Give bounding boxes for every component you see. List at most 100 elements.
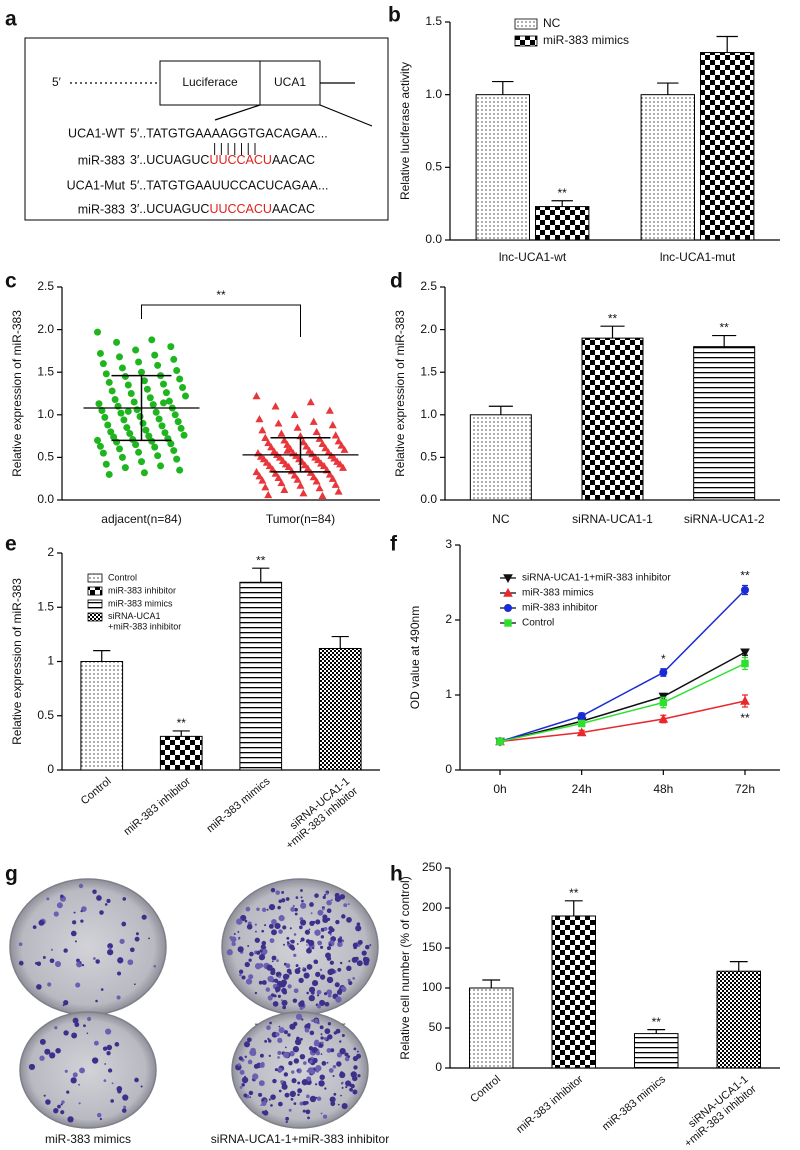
colony xyxy=(49,1052,56,1059)
marker xyxy=(299,489,308,497)
colony xyxy=(281,999,288,1006)
colony xyxy=(316,1004,322,1009)
sequence: 3′..UCUAGUCUUCCACUAACAC xyxy=(130,153,315,167)
marker xyxy=(160,380,167,388)
y-tick-label: 1.5 xyxy=(425,14,442,28)
colony xyxy=(293,988,299,994)
colony xyxy=(297,1093,300,1096)
colony xyxy=(320,1036,324,1040)
colony xyxy=(153,964,157,968)
error-bar xyxy=(729,961,748,972)
marker xyxy=(340,445,349,453)
marker xyxy=(167,343,175,351)
marker xyxy=(124,381,132,389)
marker xyxy=(157,462,165,470)
colony xyxy=(303,1061,307,1065)
colony xyxy=(285,897,290,901)
marker xyxy=(118,364,126,372)
colony xyxy=(281,898,286,903)
panel-label: f xyxy=(390,533,398,556)
colony xyxy=(275,990,279,993)
error-bar xyxy=(716,35,738,53)
marker xyxy=(114,402,122,410)
marker xyxy=(312,477,321,485)
y-tick-label: 0.5 xyxy=(37,450,54,464)
colony xyxy=(78,1083,81,1086)
colony xyxy=(349,1087,353,1092)
colony xyxy=(277,1067,283,1073)
colony xyxy=(336,1061,342,1067)
colony xyxy=(249,1096,252,1099)
marker xyxy=(328,421,337,429)
colony xyxy=(247,945,250,947)
colony xyxy=(352,1075,358,1082)
colony xyxy=(93,957,96,960)
colony xyxy=(316,1096,322,1101)
colony xyxy=(275,1032,280,1037)
colony xyxy=(123,1105,127,1109)
legend-label: Control xyxy=(108,572,137,582)
marker xyxy=(102,370,110,378)
colony xyxy=(261,929,265,933)
legend-label: siRNA-UCA1-1+miR-383 inhibitor xyxy=(522,573,671,584)
colony xyxy=(268,1054,271,1057)
colony xyxy=(238,1056,243,1061)
colony xyxy=(337,967,342,972)
colony xyxy=(116,1086,123,1092)
plate-image xyxy=(19,1011,157,1129)
colony xyxy=(311,980,319,987)
marker xyxy=(138,458,145,466)
error-bar xyxy=(600,325,625,339)
marker xyxy=(117,409,125,417)
marker xyxy=(319,461,328,470)
colony xyxy=(255,930,257,933)
colony xyxy=(121,1108,127,1113)
colony xyxy=(280,981,286,988)
marker xyxy=(290,471,299,479)
x-tick-label: siRNA-UCA1-1+miR-383 inhibitor xyxy=(674,1073,759,1150)
colony xyxy=(241,1083,245,1087)
colony xyxy=(261,980,267,985)
colony xyxy=(70,930,77,937)
marker xyxy=(151,351,159,359)
colony xyxy=(339,1047,346,1055)
y-tick-label: 0.0 xyxy=(425,232,442,246)
marker xyxy=(303,464,312,472)
colony xyxy=(39,1055,45,1061)
colony xyxy=(328,943,332,947)
marker xyxy=(174,418,182,426)
colony xyxy=(323,1036,327,1041)
colony xyxy=(356,960,363,967)
bar xyxy=(535,206,590,241)
marker xyxy=(261,433,270,442)
colony xyxy=(95,959,100,964)
marker xyxy=(167,440,175,448)
colony xyxy=(326,899,332,906)
y-tick-label: 0 xyxy=(445,762,452,776)
y-tick-label: 3 xyxy=(445,537,452,551)
colony xyxy=(339,1071,346,1079)
colony xyxy=(67,1116,74,1123)
zoom-line xyxy=(319,104,373,127)
colony xyxy=(302,1101,307,1106)
error-bar xyxy=(564,900,583,916)
colony xyxy=(114,1042,120,1047)
colony xyxy=(300,889,303,892)
marker xyxy=(180,431,188,439)
colony xyxy=(122,1094,129,1101)
marker xyxy=(337,441,346,449)
colony xyxy=(134,936,140,942)
colony xyxy=(310,912,313,915)
marker xyxy=(124,407,132,415)
x-tick-label: siRNA-UCA1-1 xyxy=(572,512,653,526)
colony xyxy=(121,921,127,927)
colony xyxy=(64,1069,68,1073)
panel-a: a 5′ Luciferace UCA1 UCA1-WT 5′..TATGTGA… xyxy=(5,8,389,221)
marker xyxy=(173,455,181,463)
colony xyxy=(347,1055,351,1058)
colony xyxy=(243,1093,248,1098)
image-caption: miR-383 mimics xyxy=(45,1132,131,1146)
colony xyxy=(107,1068,113,1073)
colony xyxy=(320,1041,324,1045)
significance: * xyxy=(661,652,666,666)
